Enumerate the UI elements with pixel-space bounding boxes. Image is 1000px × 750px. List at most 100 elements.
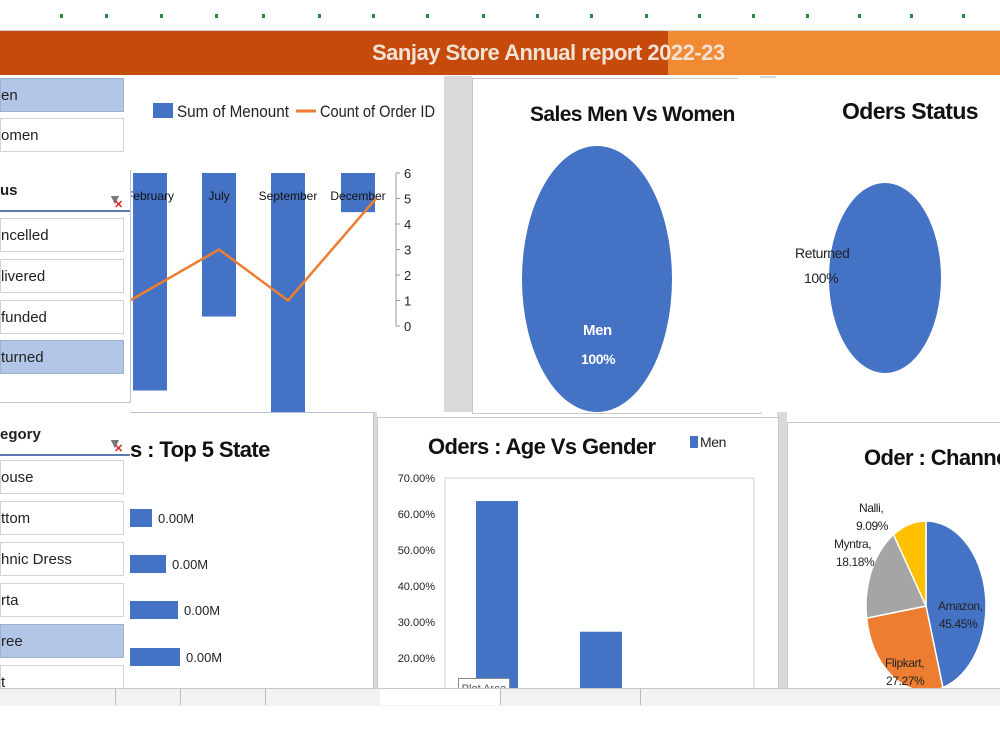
slicer-item-label: ttom [1,510,31,527]
slicer-item-ethnic-dress[interactable]: hnic Dress [0,542,124,576]
status-pie [829,183,941,373]
slicer-item-bottom[interactable]: ttom [0,501,124,535]
clear-filter-icon[interactable]: ▼ ✕ [108,191,124,211]
sheet-tab[interactable] [115,689,181,705]
y2-tick-label: 5 [404,192,411,207]
legend-swatch-sum [153,103,173,118]
pie-slice-men [522,146,672,412]
slice-pct-amazon: 45.45% [939,617,978,631]
sales-gender-chart[interactable]: Sales Men Vs Women Men 100% [472,78,762,414]
pie-slice-amazon [925,520,987,689]
legend-label-count: Count of Order ID [320,102,435,121]
title-bar [0,31,668,75]
y-tick-label: 30.00% [398,617,436,629]
gap [777,412,787,688]
slicer-item-delivered[interactable]: livered [0,259,124,293]
combo-chart-plot: Sum of Menount Count of Order ID February J… [130,102,435,412]
slicer-header: egory ▼ ✕ [0,416,130,456]
slicer-header-label: us [0,182,18,199]
y-tick-label: 50.00% [398,545,436,557]
top-state-chart[interactable]: s : Top 5 State 0.00M 0.00M 0.00M 0.00M [130,412,374,689]
sheet-tab[interactable] [265,689,381,705]
gender-pie [522,146,672,412]
slicer-item-label: ncelled [1,227,49,244]
chart-title: Sales Men Vs Women [530,103,735,126]
pie-slice-flipkart [865,605,944,689]
slicer-item-label: t [1,674,6,691]
monthly-combo-chart[interactable]: Sum of Menount Count of Order ID February J… [130,76,444,412]
category-label: September [259,189,318,203]
slicer-item-label: ouse [1,469,34,486]
age-bar [476,501,518,689]
order-status-chart[interactable]: Oders Status Returned 100% [738,78,1000,412]
chart-title: Oders : Age Vs Gender [428,434,656,459]
y2-tick-label: 0 [404,319,411,334]
y-tick-label: 70.00% [398,473,436,485]
slice-pct-nalli: 9.09% [856,519,889,533]
y-tick-label: 40.00% [398,581,436,593]
title-bar-accent [668,31,1000,75]
sheet-tab[interactable] [35,689,116,705]
state-bar [130,601,178,619]
slicer-item-saree[interactable]: ree [0,624,124,658]
report-title: Sanjay Store Annual report 2022-23 [372,40,725,65]
y-tick-label: 20.00% [398,653,436,665]
slice-label-myntra: Myntra, [834,537,872,551]
sheet-tab-bar[interactable] [0,688,1000,706]
slicer-item-women[interactable]: omen [0,118,124,152]
gap [373,412,377,688]
pie-slice-nalli [892,520,927,607]
category-slicer: egory ▼ ✕ ouse ttom hnic Dress rta ree t [0,414,131,699]
state-bar [130,648,180,666]
slice-pct-flipkart: 27.27% [886,674,925,688]
slicer-item-returned[interactable]: turned [0,340,124,374]
status-slicer: us ▼ ✕ ncelled livered funded turned [0,170,131,403]
slicer-header-label: egory [0,426,41,443]
state-value-label: 0.00M [186,650,222,665]
state-value-label: 0.00M [172,557,208,572]
pie-slice-returned [829,183,941,373]
y2-tick-label: 1 [404,294,411,309]
clear-filter-icon[interactable]: ▼ ✕ [108,435,124,455]
slicer-item-men[interactable]: en [0,78,124,112]
legend-label-men: Men [700,434,727,450]
slice-label-flipkart: Flipkart, [885,656,925,670]
slicer-item-label: omen [1,127,39,144]
pie-slice-myntra [865,533,928,620]
slicer-item-cancelled[interactable]: ncelled [0,218,124,252]
chart-title: Oder : Channel [864,445,1000,470]
state-bars: 0.00M 0.00M 0.00M 0.00M [130,509,222,666]
line-count-of-order-id [130,197,377,303]
slice-label-amazon: Amazon, [938,599,983,613]
sheet-tab-active[interactable] [380,689,501,705]
order-channel-chart[interactable]: Oder : Channel Amazon, 45.45% Flipkart, … [787,422,1000,690]
slicer-item-label: rta [1,592,19,609]
legend-swatch-men [690,436,698,448]
chart-title: s : Top 5 State [130,437,270,462]
slicer-item-label: en [1,87,18,104]
column-header-strip [0,0,1000,31]
state-value-label: 0.00M [184,603,220,618]
gap [444,76,472,412]
category-label: February [130,189,174,203]
state-bar [130,509,152,527]
slicer-item-label: turned [1,349,44,366]
slicer-item-kurta[interactable]: rta [0,583,124,617]
age-gender-chart[interactable]: Oders : Age Vs Gender Men 70.00% 60.00% 50… [377,417,779,700]
chart-title: Oders Status [842,98,979,124]
slicer-header: us ▼ ✕ [0,172,130,212]
slicer-item-label: hnic Dress [1,551,72,568]
y2-tick-label: 4 [404,217,411,232]
y2-tick-label: 2 [404,268,411,283]
slicer-item-label: funded [1,309,47,326]
gender-slicer: en omen [0,76,130,170]
age-bar [580,631,622,689]
legend-label-sum: Sum of Menount [177,102,289,121]
bar-july [202,173,236,317]
sheet-tab[interactable] [180,689,266,705]
slicer-item-refunded[interactable]: funded [0,300,124,334]
state-bar [130,555,166,573]
sheet-tab[interactable] [500,689,641,705]
slicer-item-blouse[interactable]: ouse [0,460,124,494]
slice-label: Men [583,322,612,339]
